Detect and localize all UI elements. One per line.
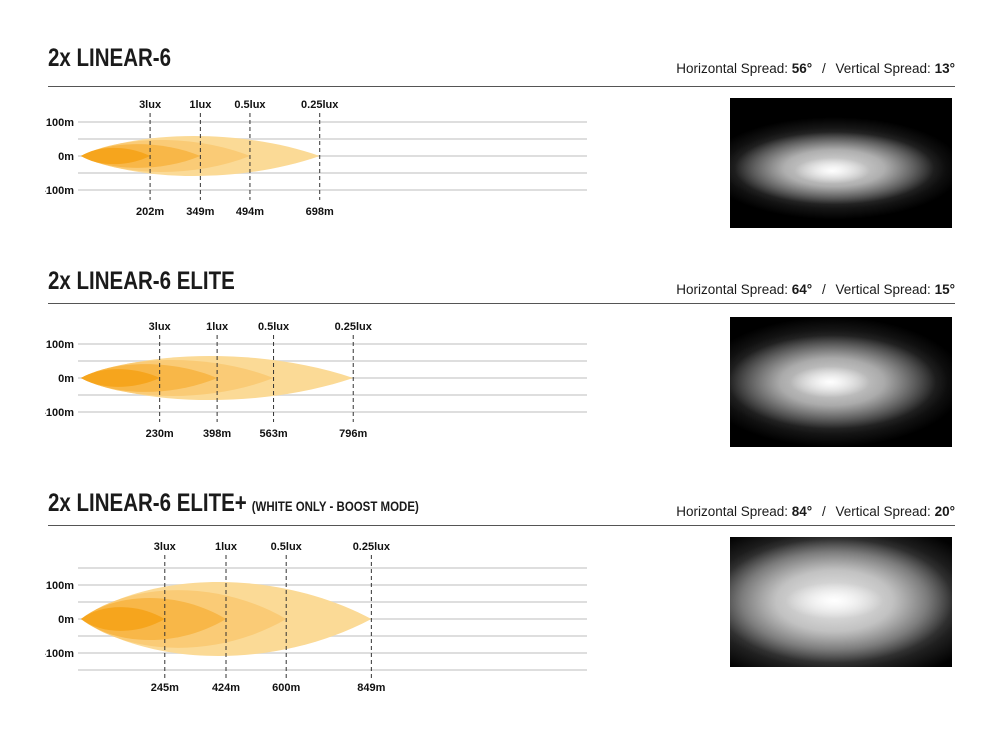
lux-label: 0.5lux [258,321,290,333]
vertical-spread-value: 15° [934,282,955,297]
lux-label: 1lux [189,99,212,111]
horizontal-spread-label: Horizontal Spread: [676,61,789,76]
distance-label: 563m [259,428,287,440]
y-axis-label: -100m [45,648,74,660]
distance-label: 398m [203,428,231,440]
y-axis-label: 100m [46,580,74,592]
horizontal-spread-label: Horizontal Spread: [676,504,789,519]
section-title-linear6: 2x LINEAR-6 [48,44,176,73]
vertical-spread-label: Vertical Spread: [835,504,931,519]
y-axis-label: -100m [45,185,74,197]
spread-separator: / [821,504,826,519]
vertical-spread-label: Vertical Spread: [835,61,931,76]
spread-separator: / [821,282,826,297]
product-name: 2x LINEAR-6 ELITE [48,267,235,295]
distance-label: 796m [339,428,367,440]
beam-contour-3lux [81,147,151,165]
beam-pattern-chart: 3lux 202m 1lux 349m 0.5lux 494m 0.25lux 698m 100… [45,99,587,218]
beam-pattern-chart: 3lux 245m 1lux 424m 0.5lux 600m 0.25lux 849m 100… [45,541,587,694]
y-axis-label: 0m [58,151,74,163]
distance-label: 698m [306,206,334,218]
lux-label: 1lux [215,541,238,553]
lux-label: 0.25lux [301,99,339,111]
section-divider [48,525,955,526]
lux-label: 0.5lux [271,541,303,553]
section-title-linear6-elite: 2x LINEAR-6 ELITE [48,267,240,296]
horizontal-spread-value: 84° [791,504,813,519]
horizontal-spread-value: 64° [791,282,813,297]
lux-label: 3lux [139,99,162,111]
y-axis-label: -100m [45,407,74,419]
beam-photo [730,537,952,667]
product-name-suffix: (WHITE ONLY - BOOST MODE) [251,498,419,514]
section-title-linear6-elite-plus: 2x LINEAR-6 ELITE+ (WHITE ONLY - BOOST MO… [48,489,419,518]
y-axis-label: 0m [58,614,74,626]
y-axis-label: 0m [58,373,74,385]
product-name: 2x LINEAR-6 [48,44,172,72]
spread-info: Horizontal Spread: 64° / Vertical Spread… [676,282,955,297]
beam-photo [730,317,952,447]
section-divider [48,303,955,304]
vertical-spread-value: 20° [934,504,955,519]
horizontal-spread-value: 56° [791,61,813,76]
lux-label: 1lux [206,321,229,333]
distance-label: 349m [186,206,214,218]
lux-label: 0.5lux [234,99,266,111]
horizontal-spread-label: Horizontal Spread: [676,282,789,297]
section-divider [48,86,955,87]
product-name: 2x LINEAR-6 ELITE+ [48,489,247,517]
beam-pattern-chart: 3lux 230m 1lux 398m 0.5lux 563m 0.25lux 796m 100… [45,321,587,440]
y-axis-label: 100m [46,117,74,129]
distance-label: 494m [236,206,264,218]
distance-label: 245m [151,682,179,694]
distance-label: 849m [357,682,385,694]
lux-label: 0.25lux [335,321,373,333]
beam-photo [730,98,952,228]
beam-contour-3lux [81,607,165,631]
lux-label: 3lux [149,321,172,333]
vertical-spread-value: 13° [934,61,955,76]
distance-label: 202m [136,206,164,218]
distance-label: 230m [146,428,174,440]
beam-glow [730,537,952,667]
distance-label: 424m [212,682,240,694]
lux-label: 0.25lux [353,541,391,553]
spread-separator: / [821,61,826,76]
beam-contour-3lux [81,369,160,387]
beam-glow [730,317,952,447]
beam-glow [730,98,952,228]
y-axis-label: 100m [46,339,74,351]
distance-label: 600m [272,682,300,694]
vertical-spread-label: Vertical Spread: [835,282,931,297]
spread-info: Horizontal Spread: 84° / Vertical Spread… [676,504,955,519]
spread-info: Horizontal Spread: 56° / Vertical Spread… [676,61,955,76]
lux-label: 3lux [154,541,177,553]
